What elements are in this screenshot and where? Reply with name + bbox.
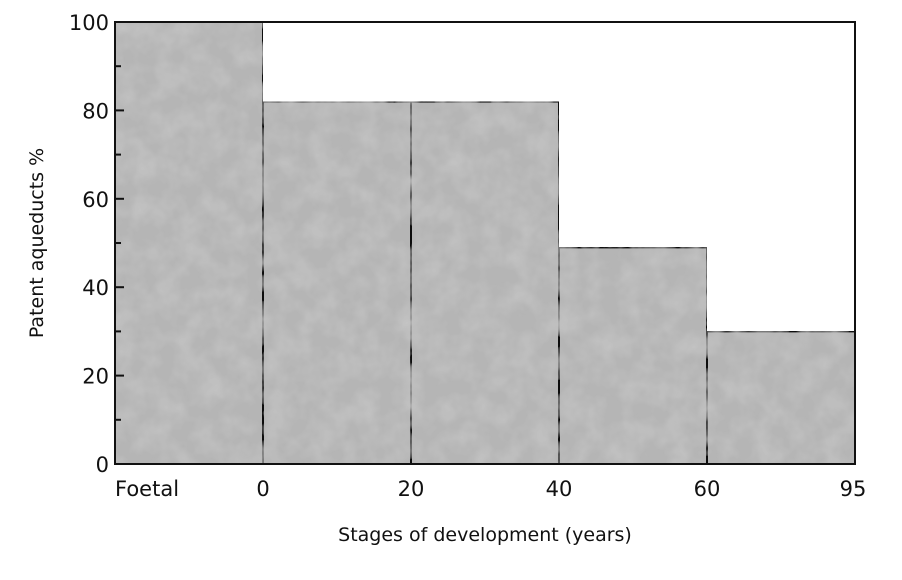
y-axis-title: Patent aqueducts %: [26, 148, 48, 338]
y-tick-label-100: 100: [69, 11, 109, 35]
x-axis: Foetal 0 20 40 60 95: [115, 477, 866, 501]
x-tick-label-5: 60: [694, 477, 721, 501]
x-tick-label-6: 95: [840, 477, 867, 501]
y-tick-label-20: 20: [82, 365, 109, 389]
bar-2: [262, 100, 412, 465]
x-axis-title: Stages of development (years): [338, 524, 632, 546]
x-tick-label-3: 20: [398, 477, 425, 501]
y-axis: 0 20 40 60 80 100: [69, 11, 124, 477]
bar-4: [558, 246, 708, 465]
y-tick-label-60: 60: [82, 188, 109, 212]
y-tick-label-80: 80: [82, 99, 109, 123]
bar-1: [114, 21, 264, 465]
y-tick-label-0: 0: [96, 453, 109, 477]
bars: [114, 21, 856, 465]
x-tick-label-2: 0: [256, 477, 269, 501]
x-tick-label-4: 40: [546, 477, 573, 501]
x-tick-label-1: Foetal: [115, 477, 179, 501]
y-tick-label-40: 40: [82, 276, 109, 300]
bar-5: [706, 330, 856, 465]
bar-3: [410, 100, 560, 465]
